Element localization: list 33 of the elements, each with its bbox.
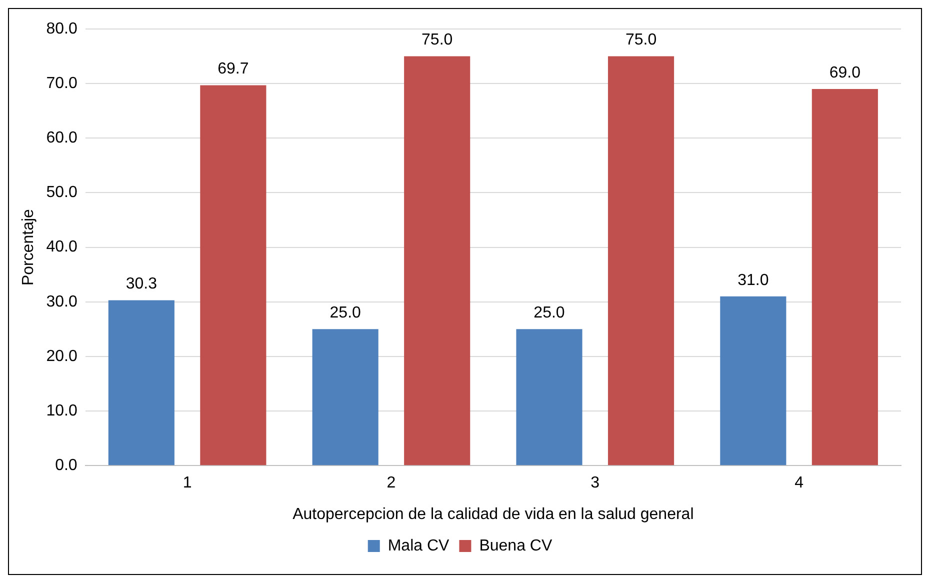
- y-tick-label: 40.0: [46, 238, 78, 256]
- y-tick-label: 20.0: [46, 348, 78, 365]
- x-tick-label: 3: [590, 474, 600, 492]
- x-tick-label: 1: [182, 474, 192, 492]
- y-tick-label: 30.0: [46, 293, 78, 310]
- bar: [516, 329, 582, 466]
- data-label: 75.0: [625, 32, 657, 49]
- x-tick-label: 2: [386, 474, 396, 492]
- bar: [312, 329, 378, 466]
- y-tick-label: 50.0: [46, 184, 78, 202]
- bar: [608, 56, 674, 466]
- x-tick-label: 4: [794, 474, 804, 492]
- x-axis-title: Autopercepcion de la calidad de vida en la salud general: [292, 506, 694, 523]
- data-label: 69.0: [829, 64, 861, 82]
- data-label: 69.7: [218, 60, 249, 78]
- legend-label: Buena CV: [479, 537, 552, 554]
- bar: [720, 296, 786, 466]
- data-label: 75.0: [422, 32, 453, 49]
- data-label: 31.0: [738, 272, 769, 289]
- y-tick-label: 70.0: [46, 74, 78, 92]
- data-label: 25.0: [330, 304, 362, 322]
- bar: [200, 85, 266, 466]
- y-tick-label: 10.0: [46, 402, 78, 420]
- y-tick-label: 80.0: [46, 20, 78, 38]
- legend-label: Mala CV: [388, 537, 450, 554]
- bar: [812, 89, 878, 466]
- bar: [108, 300, 174, 466]
- data-label: 25.0: [534, 304, 565, 322]
- data-label: 30.3: [126, 276, 158, 293]
- y-tick-label: 60.0: [46, 130, 78, 147]
- y-tick-label: 0.0: [55, 457, 78, 474]
- bar: [404, 56, 470, 466]
- y-axis-title: Porcentaje: [20, 208, 38, 286]
